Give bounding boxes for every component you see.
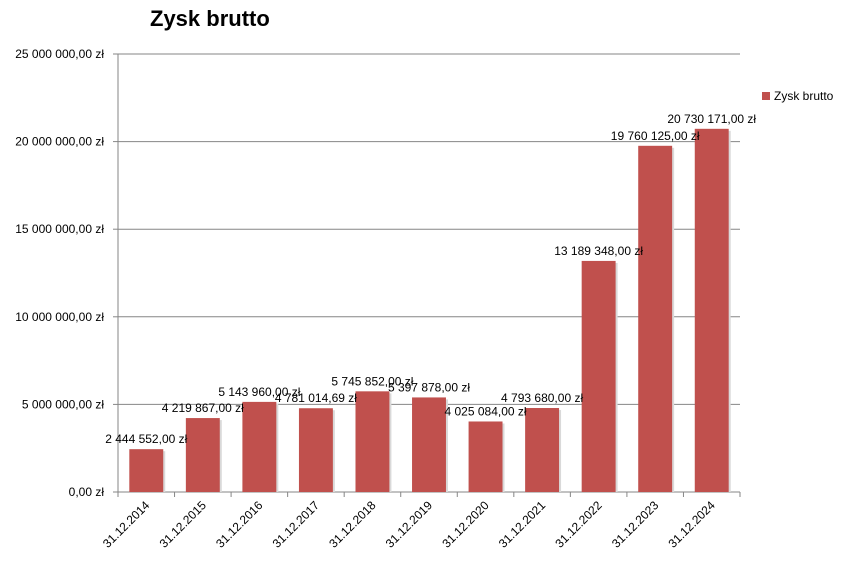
y-tick-label: 0,00 zł	[69, 485, 105, 499]
data-label: 5 745 852,00 zł	[331, 374, 413, 388]
bar	[525, 408, 560, 492]
bars	[129, 128, 731, 492]
data-labels: 2 444 552,00 zł 4 219 867,00 zł 5 143 960,…	[105, 112, 756, 446]
bar	[242, 401, 277, 492]
bar	[638, 145, 673, 492]
legend-swatch	[762, 92, 770, 100]
data-label: 4 219 867,00 zł	[162, 401, 244, 415]
bar	[185, 418, 220, 492]
data-label: 13 189 348,00 zł	[554, 244, 643, 258]
data-label: 19 760 125,00 zł	[611, 129, 700, 143]
legend: Zysk brutto	[762, 89, 833, 103]
x-tick-label: 31.12.2023	[609, 498, 662, 551]
x-tick-label: 31.12.2016	[213, 498, 266, 551]
bar	[468, 421, 503, 492]
x-tick-label: 31.12.2017	[270, 498, 323, 551]
legend-label: Zysk brutto	[774, 89, 834, 103]
bar	[129, 449, 164, 492]
data-label: 5 143 960,00 zł	[218, 385, 300, 399]
gridlines	[118, 53, 740, 405]
y-tick-label: 5 000 000,00 zł	[22, 397, 104, 411]
x-tick-label: 31.12.2024	[665, 498, 718, 551]
x-tick-label: 31.12.2021	[496, 498, 549, 551]
bar	[694, 128, 729, 492]
x-tick-label: 31.12.2014	[100, 498, 153, 551]
x-tick-label: 31.12.2019	[383, 498, 436, 551]
data-label: 5 397 878,00 zł	[388, 380, 470, 394]
y-tick-label: 15 000 000,00 zł	[15, 222, 104, 236]
data-label: 4 793 680,00 zł	[501, 391, 583, 405]
data-label: 4 781 014,69 zł	[275, 391, 357, 405]
bar	[581, 260, 616, 492]
data-label: 20 730 171,00 zł	[667, 112, 756, 126]
x-tick-label: 31.12.2015	[157, 498, 210, 551]
x-tick-label: 31.12.2022	[552, 498, 605, 551]
y-tick-label: 10 000 000,00 zł	[15, 310, 104, 324]
data-label: 4 025 084,00 zł	[445, 404, 527, 418]
data-label: 2 444 552,00 zł	[105, 432, 187, 446]
bar	[355, 391, 390, 492]
chart-title: Zysk brutto	[150, 6, 270, 31]
bar	[412, 397, 446, 492]
y-tick-label: 20 000 000,00 zł	[15, 135, 104, 149]
x-tick-label: 31.12.2020	[439, 498, 492, 551]
x-tick-label: 31.12.2018	[326, 498, 379, 551]
bar	[298, 408, 333, 492]
y-tick-label: 25 000 000,00 zł	[15, 47, 104, 61]
